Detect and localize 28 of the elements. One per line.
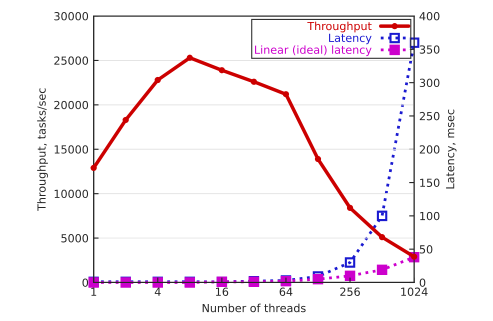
y-tick-label: 25000 bbox=[54, 56, 88, 65]
y2-tick-label: 0 bbox=[420, 278, 426, 287]
legend-label: Latency bbox=[329, 34, 372, 44]
y2-axis-title: Latency, msec bbox=[446, 110, 456, 188]
x-tick-label: 1024 bbox=[401, 288, 428, 296]
y-axis-title: Throughput, tasks/sec bbox=[37, 88, 48, 211]
y-tick-label: 10000 bbox=[54, 190, 88, 198]
legend-label: Linear (ideal) latency bbox=[255, 45, 372, 56]
x-tick-label: 4 bbox=[154, 288, 161, 296]
legend-label: Throughput bbox=[307, 22, 372, 32]
x-tick-label: 1 bbox=[91, 288, 96, 296]
y-tick-label: 20000 bbox=[54, 100, 88, 110]
y2-tick-label: 250 bbox=[420, 112, 440, 120]
y2-tick-label: 100 bbox=[420, 212, 440, 220]
y-tick-label: 30000 bbox=[54, 12, 88, 20]
y-tick-label: 15000 bbox=[54, 145, 88, 154]
x-tick-label: 256 bbox=[340, 288, 360, 296]
y2-tick-label: 200 bbox=[420, 145, 440, 154]
x-tick-label: 16 bbox=[216, 288, 228, 296]
x-axis-title: Number of threads bbox=[202, 304, 306, 312]
y2-tick-label: 300 bbox=[420, 78, 440, 88]
x-tick-label: 64 bbox=[280, 288, 292, 296]
y-tick-label: 0 bbox=[82, 278, 88, 287]
y2-tick-label: 400 bbox=[420, 12, 440, 20]
y2-tick-label: 150 bbox=[420, 178, 440, 187]
y2-tick-label: 350 bbox=[420, 45, 440, 54]
y2-tick-label: 50 bbox=[420, 245, 432, 254]
y-tick-label: 5000 bbox=[61, 234, 88, 242]
